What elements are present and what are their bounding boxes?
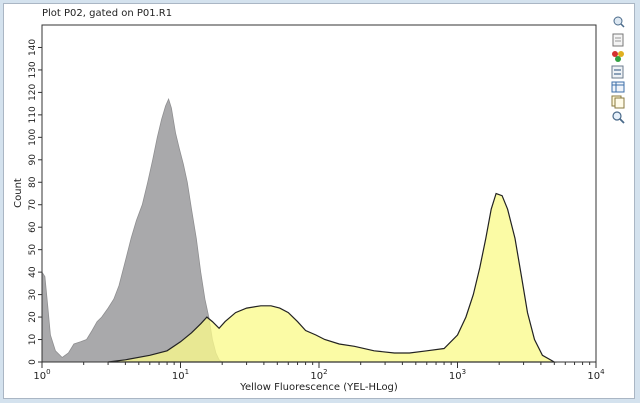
table-icon[interactable] <box>609 80 627 94</box>
histogram-series-1 <box>41 97 224 363</box>
x-tick-label: 104 <box>587 368 605 382</box>
x-tick-label: 100 <box>33 368 50 382</box>
y-tick-label: 70 <box>28 199 38 211</box>
histogram-series-2 <box>108 192 557 363</box>
document-icon[interactable] <box>609 33 627 47</box>
y-tick-label: 90 <box>28 154 38 166</box>
y-tick-label: 140 <box>28 39 38 56</box>
copy-icon[interactable] <box>609 95 627 109</box>
y-tick-label: 120 <box>28 84 38 101</box>
magnifier-icon[interactable] <box>609 110 627 124</box>
page-settings-icon[interactable] <box>609 65 627 79</box>
zoom-fit-icon[interactable] <box>609 15 627 29</box>
y-axis-label: Count <box>13 178 24 208</box>
plot-title: Plot P02, gated on P01.R1 <box>42 8 173 19</box>
x-tick-label: 101 <box>172 368 189 382</box>
y-tick-label: 50 <box>28 244 38 256</box>
y-tick-label: 110 <box>28 106 38 123</box>
x-axis-label: Yellow Fluorescence (YEL-HLog) <box>239 382 398 393</box>
y-tick-label: 60 <box>28 221 38 233</box>
y-tick-label: 40 <box>28 266 38 278</box>
x-tick-label: 102 <box>310 368 327 382</box>
y-tick-label: 20 <box>28 311 38 323</box>
y-tick-label: 80 <box>28 176 38 188</box>
y-tick-label: 0 <box>28 359 38 365</box>
y-tick-label: 130 <box>28 61 38 78</box>
x-tick-label: 103 <box>449 368 466 382</box>
y-tick-label: 30 <box>28 289 38 301</box>
y-tick-label: 100 <box>28 128 38 145</box>
color-dots-icon[interactable] <box>609 49 627 63</box>
y-tick-label: 10 <box>28 334 38 346</box>
